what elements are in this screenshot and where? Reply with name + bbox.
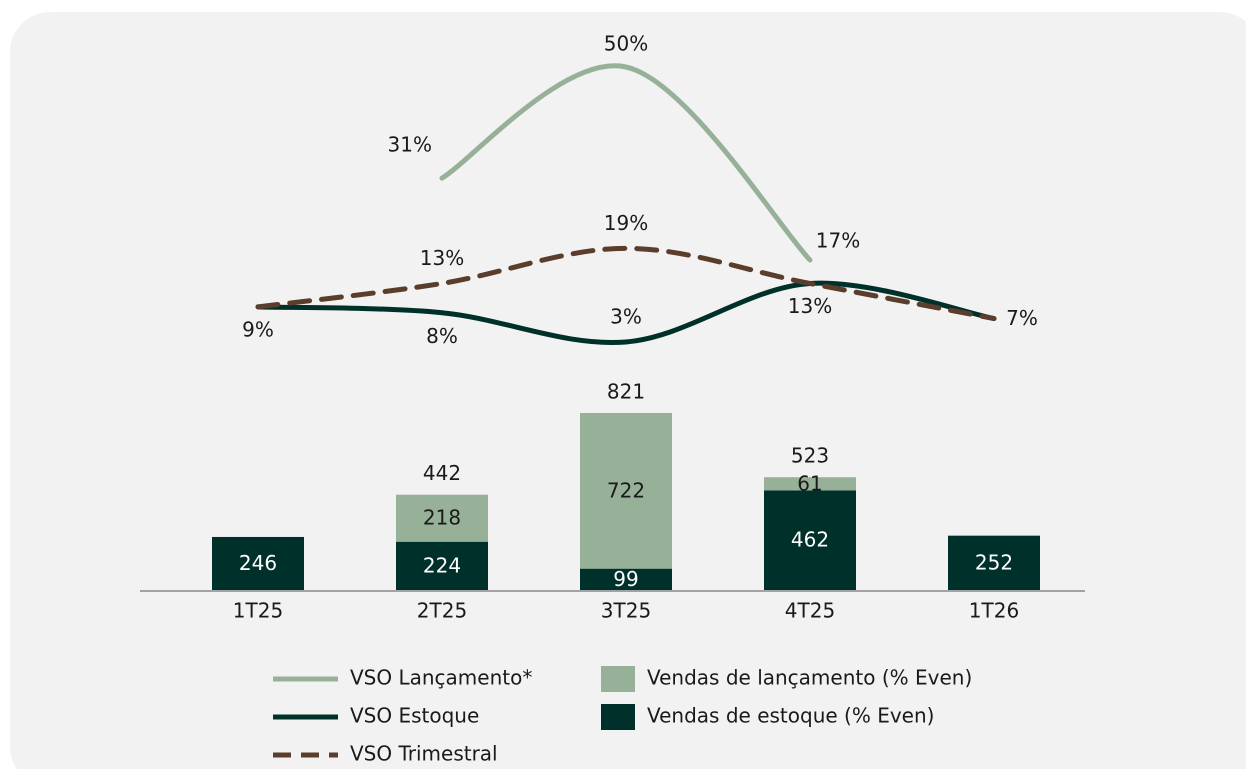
bar-label: 462 xyxy=(791,528,829,552)
bar-label: 246 xyxy=(239,551,277,575)
bar-segment xyxy=(764,477,856,491)
bar-label: 252 xyxy=(975,550,1013,574)
legend-swatch xyxy=(601,704,635,730)
line-label: 13% xyxy=(420,246,464,270)
legend-swatch xyxy=(601,666,635,692)
legend-label: Vendas de estoque (% Even) xyxy=(647,704,934,728)
bar-label: 61 xyxy=(797,471,822,495)
bar-label: 722 xyxy=(607,478,645,502)
line xyxy=(439,63,813,263)
total-label: 821 xyxy=(607,379,645,403)
bar-segment xyxy=(212,536,304,590)
legend-label: Vendas de lançamento (% Even) xyxy=(647,666,972,690)
x-tick-label: 3T25 xyxy=(601,599,651,623)
card xyxy=(10,12,1246,769)
line xyxy=(255,245,997,322)
bar-label: 218 xyxy=(423,506,461,530)
bar-segment xyxy=(396,494,488,542)
line-label: 9% xyxy=(242,317,274,341)
bar-segment xyxy=(396,541,488,590)
x-tick-label: 1T26 xyxy=(969,599,1019,623)
line-label: 19% xyxy=(604,211,648,235)
legend-label: VSO Lançamento* xyxy=(350,666,532,690)
legend-label: VSO Estoque xyxy=(350,704,479,728)
line-label: 8% xyxy=(426,324,458,348)
line-label: 13% xyxy=(788,294,832,318)
bar-label: 224 xyxy=(423,553,461,577)
line xyxy=(255,280,997,346)
line-label: 17% xyxy=(816,229,860,253)
bar-segment xyxy=(580,412,672,569)
bar-segment xyxy=(580,568,672,590)
legend-label: VSO Trimestral xyxy=(350,742,498,766)
total-label: 523 xyxy=(791,444,829,468)
bar-segment xyxy=(764,490,856,590)
line-label: 3% xyxy=(610,304,642,328)
line-label: 7% xyxy=(1006,306,1038,330)
bar-segment xyxy=(948,535,1040,590)
total-label: 442 xyxy=(423,461,461,485)
x-tick-label: 1T25 xyxy=(233,599,283,623)
x-tick-label: 2T25 xyxy=(417,599,467,623)
line-label: 50% xyxy=(604,32,648,56)
bar-label: 99 xyxy=(613,567,638,591)
line-label: 31% xyxy=(388,133,432,157)
x-tick-label: 4T25 xyxy=(785,599,835,623)
